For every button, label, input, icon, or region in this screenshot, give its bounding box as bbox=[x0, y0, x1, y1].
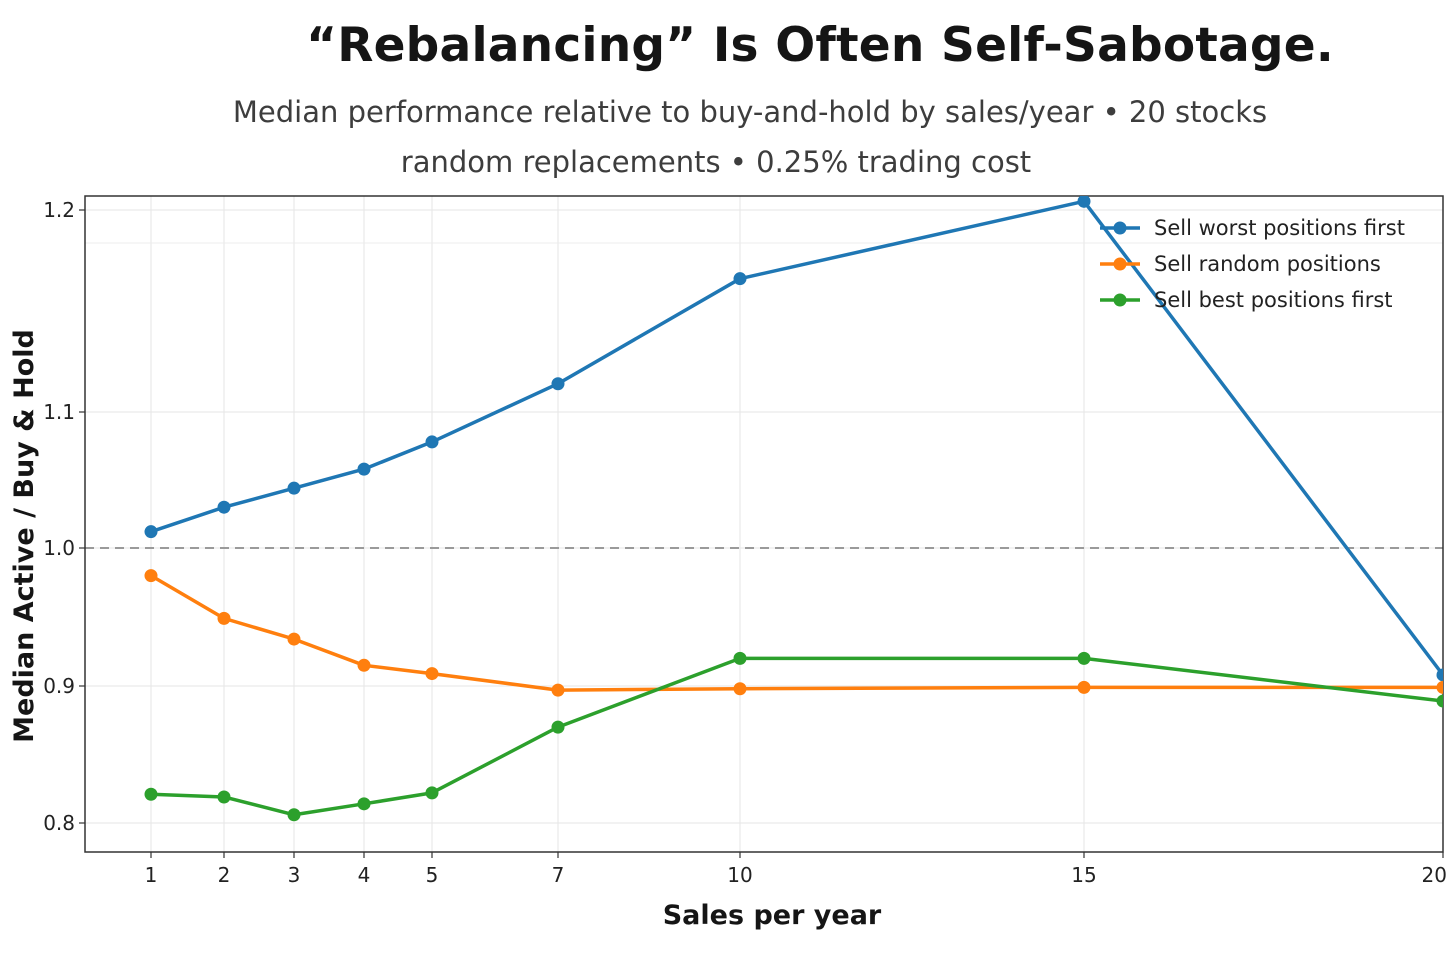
data-point-sell-worst-positions-first bbox=[357, 462, 371, 476]
x-tick-label: 4 bbox=[358, 863, 371, 887]
x-tick-label: 7 bbox=[552, 863, 565, 887]
data-point-sell-worst-positions-first bbox=[144, 525, 158, 539]
legend-swatch-marker bbox=[1113, 257, 1127, 271]
data-point-sell-random-positions bbox=[217, 611, 231, 625]
data-point-sell-worst-positions-first bbox=[425, 435, 439, 449]
data-point-sell-random-positions bbox=[144, 569, 158, 583]
legend-label: Sell random positions bbox=[1154, 252, 1381, 276]
x-tick-label: 3 bbox=[288, 863, 301, 887]
data-point-sell-best-positions-first bbox=[425, 786, 439, 800]
y-axis-ticks: 0.8 0.9 1.0 1.1 1.2 bbox=[43, 198, 85, 835]
series-layer bbox=[144, 196, 1443, 822]
y-axis-label: Median Active / Buy & Hold bbox=[9, 329, 40, 743]
data-point-sell-best-positions-first bbox=[287, 808, 301, 822]
data-point-sell-random-positions bbox=[425, 667, 439, 681]
x-tick-label: 10 bbox=[727, 863, 752, 887]
data-point-sell-best-positions-first bbox=[357, 797, 371, 811]
legend-swatch-marker bbox=[1113, 293, 1127, 307]
data-point-sell-best-positions-first bbox=[217, 790, 231, 804]
chart-subtitle-line-2: random replacements • 0.25% trading cost bbox=[400, 145, 1032, 179]
data-point-sell-best-positions-first bbox=[1077, 651, 1091, 665]
data-point-sell-worst-positions-first bbox=[217, 500, 231, 514]
x-tick-label: 5 bbox=[426, 863, 439, 887]
chart-subtitle-line-1: Median performance relative to buy-and-h… bbox=[232, 95, 1268, 129]
legend-swatch-marker bbox=[1113, 221, 1127, 235]
series-sell-worst-positions-first bbox=[144, 196, 1443, 682]
legend-item: Sell best positions first bbox=[1100, 288, 1393, 312]
legend-label: Sell best positions first bbox=[1154, 288, 1393, 312]
y-tick-label: 1.1 bbox=[43, 400, 75, 424]
data-point-sell-worst-positions-first bbox=[287, 481, 301, 495]
series-sell-random-positions bbox=[144, 569, 1443, 697]
data-point-sell-worst-positions-first bbox=[1436, 668, 1443, 682]
x-tick-label: 2 bbox=[218, 863, 231, 887]
data-point-sell-best-positions-first bbox=[144, 787, 158, 801]
chart-title: “Rebalancing” Is Often Self-Sabotage. bbox=[306, 18, 1334, 73]
data-point-sell-random-positions bbox=[733, 682, 747, 696]
y-tick-label: 0.9 bbox=[43, 674, 75, 698]
x-tick-label: 20 bbox=[1422, 863, 1447, 887]
x-axis-ticks: 1 2 3 4 5 7 10 15 20 bbox=[145, 852, 1447, 887]
plot-area-frame bbox=[84, 195, 1444, 853]
series-line-sell-random-positions bbox=[150, 574, 1443, 692]
data-point-sell-worst-positions-first bbox=[733, 272, 747, 286]
data-point-sell-random-positions bbox=[1077, 680, 1091, 694]
y-tick-label: 1.2 bbox=[43, 198, 75, 222]
legend-item: Sell worst positions first bbox=[1100, 216, 1405, 240]
y-tick-label: 1.0 bbox=[43, 536, 75, 560]
x-axis-label: Sales per year bbox=[663, 900, 882, 931]
legend: Sell worst positions first Sell random po… bbox=[1100, 216, 1405, 312]
data-point-sell-best-positions-first bbox=[551, 720, 565, 734]
y-tick-label: 0.8 bbox=[43, 811, 75, 835]
data-point-sell-random-positions bbox=[287, 632, 301, 646]
series-line-sell-best-positions-first bbox=[150, 656, 1443, 817]
data-point-sell-best-positions-first bbox=[733, 651, 747, 665]
legend-item: Sell random positions bbox=[1100, 252, 1381, 276]
data-point-sell-best-positions-first bbox=[1436, 694, 1443, 708]
legend-label: Sell worst positions first bbox=[1154, 216, 1405, 240]
series-sell-best-positions-first bbox=[144, 651, 1443, 822]
data-point-sell-worst-positions-first bbox=[551, 377, 565, 391]
x-tick-label: 15 bbox=[1071, 863, 1096, 887]
data-point-sell-random-positions bbox=[551, 683, 565, 697]
data-point-sell-random-positions bbox=[357, 658, 371, 672]
data-point-sell-random-positions bbox=[1436, 680, 1443, 694]
data-point-sell-worst-positions-first bbox=[1077, 196, 1091, 208]
x-tick-label: 1 bbox=[145, 863, 158, 887]
